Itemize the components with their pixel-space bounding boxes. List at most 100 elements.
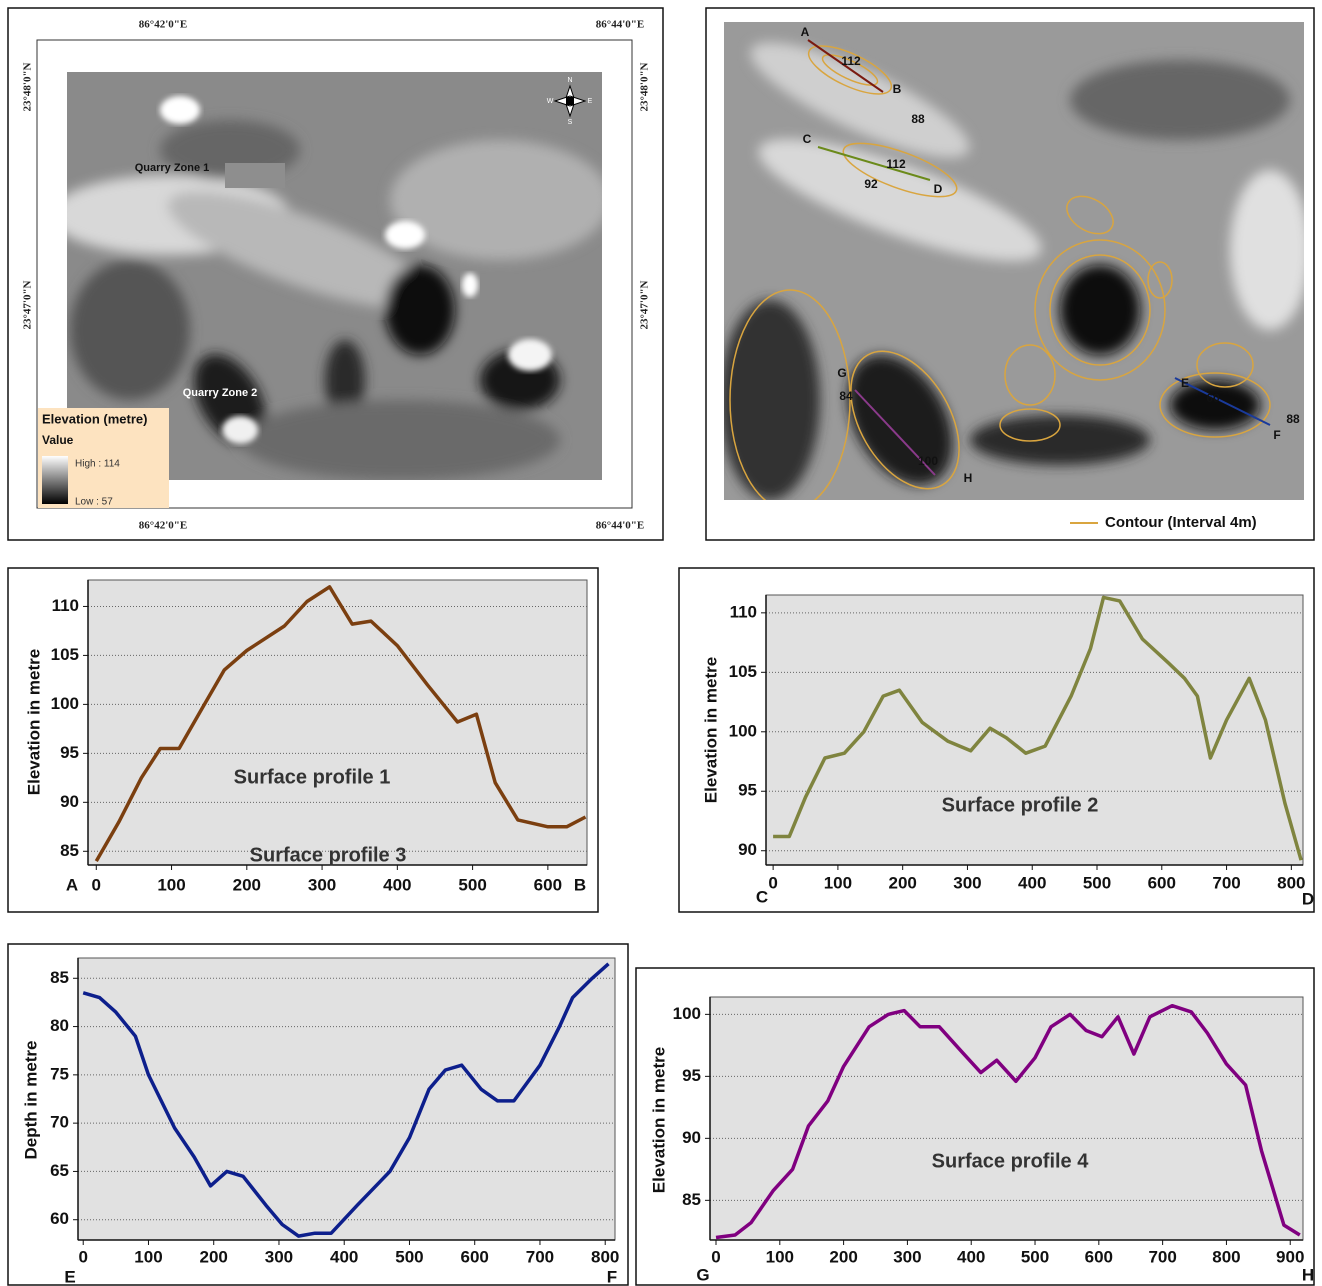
x-tick-label: 500 [1021, 1247, 1049, 1266]
compass-label: S [568, 119, 573, 126]
zone-label: Quarry Zone 1 [135, 162, 210, 174]
x-end-label: F [607, 1267, 617, 1286]
x-tick-label: 500 [458, 875, 486, 894]
y-axis-label: Depth in metre [21, 1040, 40, 1159]
contour-label: 112 [886, 157, 906, 171]
x-tick-label: 700 [1212, 873, 1240, 892]
y-tick-label: 85 [682, 1190, 701, 1209]
x-tick-label: 400 [1018, 873, 1046, 892]
x-tick-label: 0 [92, 875, 101, 894]
contour-label: 100 [918, 454, 938, 468]
chart-annotation: Surface profile 1 [234, 766, 391, 788]
x-tick-label: 200 [200, 1247, 228, 1266]
legend-title: Elevation (metre) [42, 411, 147, 426]
compass-label: W [547, 98, 554, 105]
y-tick-label: 95 [682, 1066, 701, 1085]
contour-label: 88 [911, 112, 925, 126]
x-end-label: D [1302, 889, 1314, 908]
longitude-label: 86°44'0"E [596, 520, 644, 532]
x-tick-label: 500 [395, 1247, 423, 1266]
x-tick-label: 400 [330, 1247, 358, 1266]
x-tick-label: 600 [1085, 1247, 1113, 1266]
profile-point: H [964, 471, 973, 485]
x-start-label: G [696, 1265, 709, 1284]
profile-point: A [801, 25, 810, 39]
x-tick-label: 600 [461, 1247, 489, 1266]
longitude-label: 86°42'0"E [139, 19, 187, 31]
x-start-label: A [66, 875, 78, 894]
contour-label: 84 [839, 389, 853, 403]
y-tick-label: 70 [50, 1113, 69, 1132]
x-tick-label: 200 [829, 1247, 857, 1266]
x-start-label: C [756, 887, 768, 906]
latitude-label: 23°47'0"N [22, 280, 34, 329]
compass-label: N [567, 77, 572, 84]
latitude-label: 23°47'0"N [639, 280, 651, 329]
y-tick-label: 65 [50, 1161, 69, 1180]
contour-map [720, 22, 1310, 510]
latitude-label: 23°48'0"N [639, 62, 651, 111]
y-tick-label: 90 [60, 792, 79, 811]
y-tick-label: 75 [50, 1064, 69, 1083]
zone-label: Quarry Zone 2 [183, 387, 258, 399]
legend-subtitle: Value [42, 433, 74, 447]
x-tick-label: 500 [1083, 873, 1111, 892]
x-tick-label: 100 [134, 1247, 162, 1266]
x-tick-label: 600 [1148, 873, 1176, 892]
y-tick-label: 100 [729, 721, 757, 740]
y-axis-label: Elevation in metre [701, 657, 720, 803]
y-axis-label: Elevation in metre [649, 1047, 668, 1193]
x-tick-label: 400 [383, 875, 411, 894]
contour-label: 112 [841, 54, 861, 68]
plot-area [88, 580, 587, 865]
x-tick-label: 100 [157, 875, 185, 894]
figure: 86°42'0"E 86°44'0"E 86°42'0"E 86°44'0"E … [0, 0, 1322, 1286]
longitude-label: 86°44'0"E [596, 19, 644, 31]
y-tick-label: 85 [60, 841, 79, 860]
x-tick-label: 200 [888, 873, 916, 892]
x-tick-label: 0 [78, 1247, 87, 1266]
x-tick-label: 700 [526, 1247, 554, 1266]
y-tick-label: 80 [50, 1016, 69, 1035]
raster-legend: Elevation (metre) Value High : 114 Low :… [38, 408, 169, 508]
latitude-label: 23°48'0"N [22, 62, 34, 111]
x-end-label: B [574, 875, 586, 894]
x-tick-label: 800 [1212, 1247, 1240, 1266]
x-tick-label: 900 [1276, 1247, 1304, 1266]
x-tick-label: 0 [768, 873, 777, 892]
compass-label: E [588, 98, 593, 105]
x-tick-label: 600 [534, 875, 562, 894]
contour-label: 92 [864, 177, 878, 191]
plot-area [710, 997, 1303, 1240]
x-tick-label: 300 [308, 875, 336, 894]
legend-label: Contour (Interval 4m) [1105, 514, 1257, 531]
profile-point: D [934, 182, 943, 196]
y-tick-label: 110 [52, 596, 79, 615]
y-tick-label: 90 [738, 840, 757, 859]
profile-point: G [837, 366, 846, 380]
x-tick-label: 300 [953, 873, 981, 892]
y-tick-label: 95 [60, 743, 79, 762]
x-tick-label: 800 [591, 1247, 619, 1266]
longitude-label: 86°42'0"E [139, 520, 187, 532]
y-tick-label: 105 [51, 645, 79, 664]
y-tick-label: 105 [729, 662, 757, 681]
chart-annotation: Surface profile 4 [932, 1150, 1090, 1172]
chart-annotation: Surface profile 3 [250, 844, 407, 866]
x-tick-label: 300 [265, 1247, 293, 1266]
profile-point: F [1273, 428, 1280, 442]
profile-point: C [803, 132, 812, 146]
profile-point: B [893, 82, 902, 96]
x-tick-label: 100 [824, 873, 852, 892]
legend-low: Low : 57 [75, 497, 113, 508]
contour-label: 88 [1286, 412, 1300, 426]
legend-high: High : 114 [75, 459, 120, 470]
profile-point: E [1181, 376, 1189, 390]
x-tick-label: 700 [1148, 1247, 1176, 1266]
page: 86°42'0"E 86°44'0"E 86°42'0"E 86°44'0"E … [0, 0, 1322, 1286]
contour-label: 60 [1206, 391, 1220, 405]
x-tick-label: 400 [957, 1247, 985, 1266]
y-tick-label: 100 [673, 1004, 701, 1023]
y-axis-label: Elevation in metre [24, 649, 43, 795]
y-tick-label: 100 [51, 694, 79, 713]
